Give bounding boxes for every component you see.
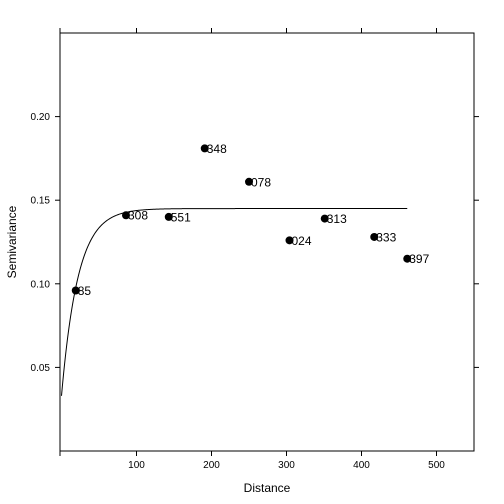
- data-point: [122, 211, 130, 220]
- x-axis-ticks: 100 200 300 400 500: [59, 28, 445, 471]
- x-tick-label: 500: [428, 460, 445, 471]
- point-count-label: 397: [409, 252, 429, 266]
- data-point: [200, 144, 209, 153]
- point-count-label: 85: [78, 284, 92, 298]
- x-tick-label: 300: [278, 460, 295, 471]
- y-tick-label: 0.05: [31, 363, 51, 374]
- point-count-label: 078: [251, 175, 271, 189]
- point-count-label: 308: [128, 209, 148, 223]
- y-tick-label: 0.20: [31, 112, 51, 123]
- fitted-variogram-curve: [61, 208, 408, 396]
- data-point: [370, 232, 379, 241]
- y-tick-label: 0.15: [31, 196, 51, 207]
- data-point: [245, 177, 253, 186]
- data-point: [71, 286, 80, 295]
- data-points: 85 308 551 348 078 024 313 333 397: [71, 142, 430, 298]
- data-point: [285, 236, 294, 245]
- data-point: [164, 212, 173, 221]
- point-count-label: 348: [207, 142, 227, 156]
- y-axis-label: Semivariance: [5, 205, 19, 278]
- plot-panel: [59, 32, 475, 452]
- x-tick-label: 400: [353, 460, 370, 471]
- point-count-label: 313: [327, 212, 347, 226]
- point-count-label: 024: [292, 234, 312, 248]
- x-axis-label: Distance: [244, 481, 291, 495]
- y-axis-ticks: 0.05 0.10 0.15 0.20: [31, 112, 479, 374]
- point-count-label: 551: [171, 210, 191, 224]
- data-point: [320, 214, 329, 223]
- y-tick-label: 0.10: [31, 279, 51, 290]
- x-tick-label: 200: [203, 460, 220, 471]
- x-tick-label: 100: [128, 460, 145, 471]
- point-count-label: 333: [376, 230, 396, 244]
- data-point: [403, 254, 412, 263]
